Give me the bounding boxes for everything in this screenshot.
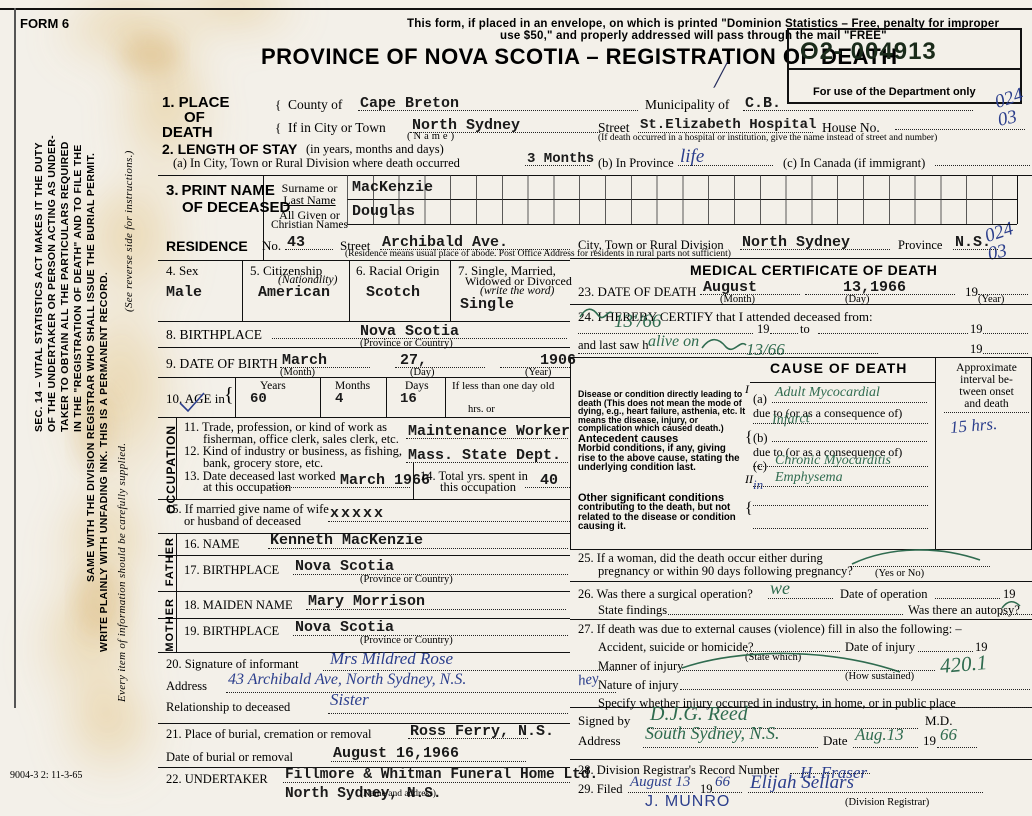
svg-text:13'/66: 13'/66 [614,311,662,332]
